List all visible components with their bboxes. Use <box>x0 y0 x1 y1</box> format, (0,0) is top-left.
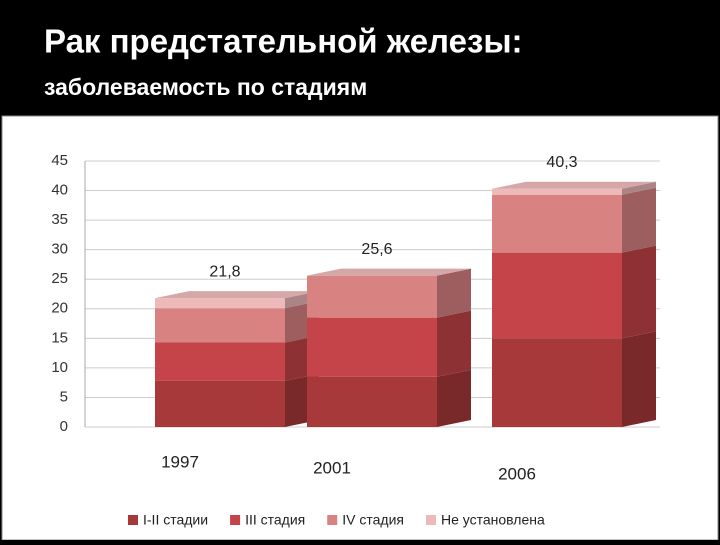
legend-label: I-II стадии <box>143 512 208 528</box>
total-label: 21,8 <box>209 263 240 280</box>
bar-segment <box>155 380 285 427</box>
slide-subtitle: заболеваемость по стадиям <box>44 74 367 100</box>
legend-label: III стадия <box>245 512 305 528</box>
bar-side <box>622 245 656 339</box>
bar-side <box>622 187 656 253</box>
bar-segment <box>155 342 285 381</box>
y-tick-label: 5 <box>60 388 68 405</box>
bar-segment <box>492 338 622 427</box>
bar-segment <box>492 252 622 339</box>
bar-segment <box>155 308 285 343</box>
total-label: 25,6 <box>361 241 392 258</box>
x-tick-label: 2006 <box>498 464 536 483</box>
bar-segment <box>492 194 622 253</box>
x-tick-label: 2001 <box>313 458 351 477</box>
y-tick-label: 20 <box>51 300 68 317</box>
bar-segment <box>307 376 437 427</box>
bar-top <box>155 291 319 299</box>
y-tick-label: 45 <box>51 152 68 169</box>
total-label: 40,3 <box>546 154 577 171</box>
bar-segment <box>492 188 622 195</box>
legend-swatch <box>425 515 436 525</box>
bar-top <box>492 181 656 189</box>
bar-side <box>437 268 471 318</box>
bar-side <box>437 369 471 427</box>
legend-label: IV стадия <box>342 512 404 528</box>
slide-title: Рак предстательной железы: <box>44 23 523 60</box>
legend-swatch <box>128 515 138 525</box>
legend-swatch <box>230 515 241 525</box>
legend-swatch <box>327 515 338 525</box>
bar-segment <box>307 275 437 318</box>
bar-segment <box>155 298 285 309</box>
y-tick-label: 25 <box>51 270 68 287</box>
y-tick-label: 10 <box>51 359 68 376</box>
y-tick-label: 35 <box>51 211 68 228</box>
x-tick-label: 1997 <box>161 452 199 471</box>
bar-side <box>437 310 471 377</box>
y-tick-label: 40 <box>51 182 68 199</box>
legend-label: Не установлена <box>441 512 545 528</box>
bar-segment <box>307 317 437 377</box>
bar-side <box>622 331 656 427</box>
y-tick-label: 30 <box>51 241 68 258</box>
y-tick-label: 15 <box>51 329 68 346</box>
y-tick-label: 0 <box>60 418 68 435</box>
bar-side <box>622 181 656 195</box>
bar-top <box>307 268 471 276</box>
